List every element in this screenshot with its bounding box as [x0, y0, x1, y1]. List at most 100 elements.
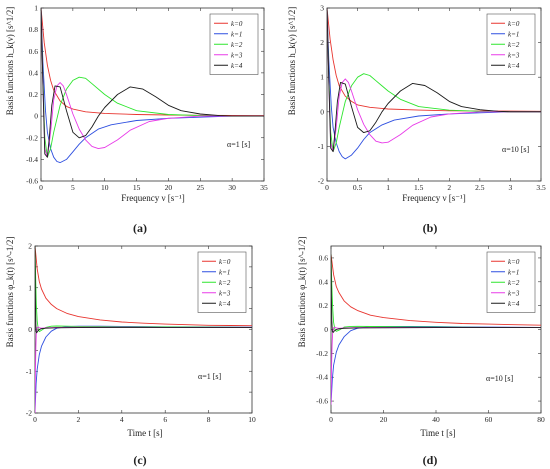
panel-d-y-tick-label: 0.4	[319, 277, 329, 286]
panel-d-legend-label-k2: k=2	[508, 279, 520, 287]
panel-a-y-tick-label: -0.6	[26, 177, 38, 186]
panel-d-annotation: α=10 [s]	[486, 374, 513, 383]
panel-b-legend-label-k4: k=4	[508, 62, 520, 70]
panel-b-x-tick-label: 2	[447, 183, 451, 192]
panel-d-legend: k=0 k=1 k=2 k=3 k=4	[486, 251, 536, 313]
panel-b: Basis functions h_k(ν) [s^1/2] Frequency…	[287, 4, 546, 236]
panel-d-x-tick-label: 80	[537, 415, 545, 424]
panel-b-ylabel: Basis functions h_k(ν) [s^1/2]	[287, 7, 297, 116]
panel-d-legend-label-k3: k=3	[508, 289, 520, 297]
panel-a-y-tick-label: -0.2	[26, 133, 38, 142]
panel-d-xlabel: Time t [s]	[420, 428, 455, 438]
panel-c-x-tick-label: 0	[33, 415, 37, 424]
panel-a-x-tick-label: 30	[228, 183, 236, 192]
panel-b-x-tick-label: 2.5	[475, 183, 485, 192]
panel-c-series-line-k3	[35, 326, 252, 413]
panel-a-legend-label-k4: k=4	[231, 62, 243, 70]
panel-c-x-tick-label: 2	[77, 415, 81, 424]
panel-a-legend-label-k1: k=1	[231, 30, 242, 38]
panel-d-y-tick-label: -0.4	[316, 373, 328, 382]
panel-b-x-tick-label: 1	[386, 183, 390, 192]
panel-a-legend-label-k0: k=0	[231, 20, 243, 28]
panel-d-x-tick-label: 0	[329, 415, 333, 424]
panel-b-y-tick-label: -2	[318, 177, 324, 186]
panel-a-annotation: α=1 [s]	[227, 140, 250, 149]
panel-c-y-tick-label: 1	[28, 283, 32, 292]
panel-c-series-line-k1	[35, 325, 252, 413]
panel-a-y-tick-label: 0.4	[29, 68, 39, 77]
panel-d-legend-label-k0: k=0	[508, 258, 520, 266]
panel-a-legend: k=0 k=1 k=2 k=3 k=4	[209, 13, 259, 75]
panel-c-x-tick-label: 4	[120, 415, 124, 424]
panel-a-x-tick-label: 20	[165, 183, 173, 192]
panel-a-x-tick-label: 35	[260, 183, 268, 192]
panel-c-x-tick-label: 6	[163, 415, 167, 424]
panel-d-series-line-k1	[331, 326, 541, 405]
panel-c-series-line-k4	[35, 246, 252, 334]
panel-c-xlabel: Time t [s]	[127, 428, 162, 438]
panel-a-x-tick-label: 10	[101, 183, 109, 192]
panel-b-series-line-k3	[327, 8, 541, 153]
panel-c-legend-label-k1: k=1	[219, 268, 230, 276]
panel-a-y-tick-label: -0.4	[26, 155, 38, 164]
panel-d-series-line-k4	[331, 254, 541, 333]
panel-d-series-group	[331, 254, 541, 405]
panel-d-x-tick-label: 40	[432, 415, 440, 424]
panel-c-x-tick-label: 8	[207, 415, 211, 424]
panel-b-plot-frame	[326, 7, 542, 182]
panel-c-x-tick-label: 10	[248, 415, 256, 424]
panel-d-y-tick-label: 0.6	[319, 253, 329, 262]
panel-c: Basis functions φ_k(t) [s^-1/2] Time t […	[5, 237, 256, 467]
panel-a-series-group	[41, 8, 264, 164]
panel-c-series-group	[35, 246, 252, 413]
panel-a-x-tick-label: 5	[71, 183, 75, 192]
panel-d-ylabel: Basis functions φ_k(t) [s^-1/2]	[297, 237, 307, 348]
panel-b-series-line-k4	[327, 8, 541, 153]
panel-c-series-line-k0	[35, 246, 252, 327]
panel-c-legend-label-k4: k=4	[219, 300, 231, 308]
panel-d-series-line-k0	[331, 254, 541, 326]
panel-b-x-tick-label: 3	[509, 183, 513, 192]
panel-d-x-tick-label: 20	[380, 415, 388, 424]
panel-b-legend: k=0 k=1 k=2 k=3 k=4	[486, 13, 536, 75]
panel-d-y-tick-label: -0.6	[316, 397, 328, 406]
panel-a-legend-label-k2: k=2	[231, 41, 243, 49]
panel-a-legend-label-k3: k=3	[231, 51, 243, 59]
panel-a-y-tick-label: 0.8	[29, 25, 39, 34]
panel-d-x-tick-label: 60	[485, 415, 493, 424]
panel-d-legend-label-k1: k=1	[508, 268, 519, 276]
panel-b-legend-label-k2: k=2	[508, 41, 520, 49]
panel-b-x-tick-label: 1.5	[414, 183, 424, 192]
panel-b-y-tick-label: 3	[320, 4, 324, 13]
panel-a-x-tick-label: 15	[133, 183, 141, 192]
panel-b-y-tick-label: -1	[318, 142, 324, 151]
panel-a-series-line-k3	[41, 8, 264, 158]
panel-a-x-tick-label: 25	[197, 183, 205, 192]
panel-b-y-tick-label: 1	[320, 73, 324, 82]
panel-b-x-tick-label: 0.5	[353, 183, 363, 192]
panel-c-legend: k=0 k=1 k=2 k=3 k=4	[197, 251, 247, 313]
panel-b-y-tick-label: 2	[320, 38, 324, 47]
panel-a-xlabel: Frequency ν [s⁻¹]	[121, 193, 185, 203]
panel-d-series-line-k2	[331, 254, 541, 332]
panel-a-ylabel: Basis functions h_k(ν) [s^1/2]	[5, 7, 15, 116]
panel-c-y-tick-label: -2	[26, 409, 32, 418]
panel-a-y-tick-label: 0.2	[29, 90, 39, 99]
panel-a-y-tick-label: 0.6	[29, 47, 39, 56]
panel-c-legend-label-k0: k=0	[219, 258, 231, 266]
panel-b-legend-label-k0: k=0	[508, 20, 520, 28]
panel-d-legend-label-k4: k=4	[508, 300, 520, 308]
panel-a-x-tick-label: 0	[39, 183, 43, 192]
panel-a-caption: (a)	[133, 221, 147, 235]
panel-b-annotation: α=10 [s]	[502, 145, 529, 154]
panel-a: Basis functions h_k(ν) [s^1/2] Frequency…	[5, 4, 268, 236]
panel-c-caption: (c)	[133, 453, 146, 467]
panel-b-legend-label-k3: k=3	[508, 51, 520, 59]
panel-d-y-tick-label: 0.2	[319, 301, 329, 310]
panel-c-y-tick-label: 0	[28, 325, 32, 334]
panel-a-y-tick-label: 1	[34, 4, 38, 13]
panel-d-y-tick-label: -0.2	[316, 349, 328, 358]
panel-c-y-tick-label: -1	[26, 367, 32, 376]
panel-c-annotation: α=1 [s]	[198, 372, 221, 381]
panel-b-x-tick-label: 0	[325, 183, 329, 192]
